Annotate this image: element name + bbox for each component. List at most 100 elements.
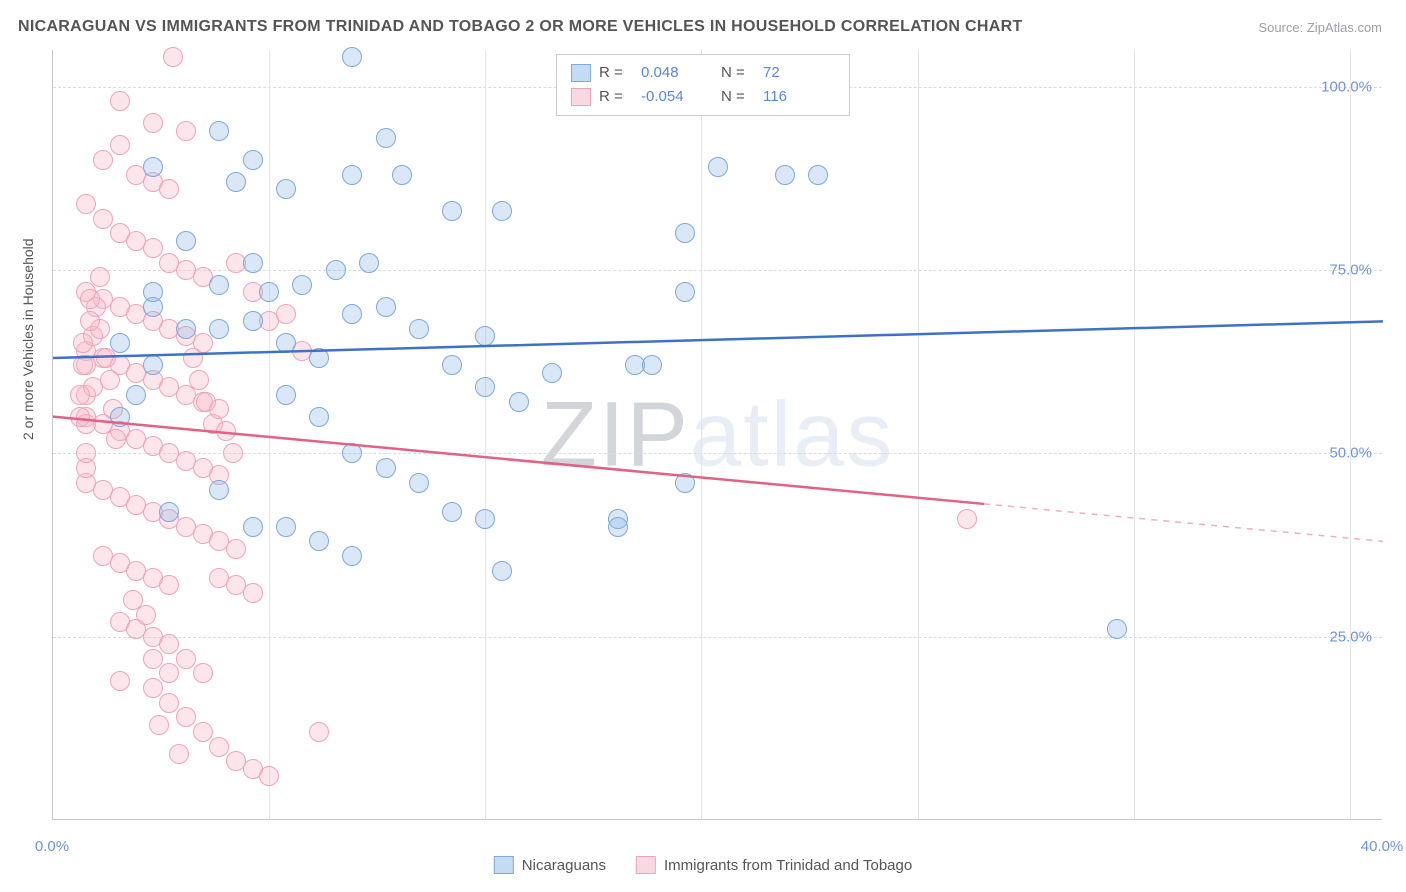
legend-row-pink: R = -0.054 N = 116 xyxy=(571,85,835,109)
scatter-point xyxy=(309,531,329,551)
swatch-blue-icon xyxy=(494,856,514,874)
scatter-point xyxy=(159,502,179,522)
n-label: N = xyxy=(721,85,755,109)
scatter-point xyxy=(359,253,379,273)
scatter-point xyxy=(73,333,93,353)
legend-stats-box: R = 0.048 N = 72 R = -0.054 N = 116 xyxy=(556,54,850,116)
scatter-point xyxy=(90,267,110,287)
scatter-point xyxy=(80,289,100,309)
n-label: N = xyxy=(721,61,755,85)
scatter-point xyxy=(126,385,146,405)
scatter-point xyxy=(342,165,362,185)
scatter-point xyxy=(392,165,412,185)
scatter-point xyxy=(143,238,163,258)
scatter-point xyxy=(226,172,246,192)
legend-item-trinidad: Immigrants from Trinidad and Tobago xyxy=(636,856,912,874)
scatter-point xyxy=(292,275,312,295)
scatter-point xyxy=(70,385,90,405)
scatter-point xyxy=(376,297,396,317)
plot-area: ZIPatlas 25.0%50.0%75.0%100.0% xyxy=(52,50,1382,820)
scatter-point xyxy=(73,355,93,375)
x-tick-label: 40.0% xyxy=(1361,838,1404,855)
scatter-point xyxy=(608,517,628,537)
scatter-point xyxy=(243,150,263,170)
gridline-vertical xyxy=(918,50,919,819)
scatter-point xyxy=(123,590,143,610)
legend-bottom: Nicaraguans Immigrants from Trinidad and… xyxy=(494,856,912,874)
scatter-point xyxy=(442,355,462,375)
scatter-point xyxy=(243,517,263,537)
scatter-point xyxy=(276,304,296,324)
scatter-point xyxy=(642,355,662,375)
scatter-point xyxy=(143,113,163,133)
swatch-pink-icon xyxy=(636,856,656,874)
watermark-suffix: atlas xyxy=(690,383,894,485)
scatter-point xyxy=(176,121,196,141)
scatter-point xyxy=(70,407,90,427)
scatter-point xyxy=(708,157,728,177)
scatter-point xyxy=(1107,619,1127,639)
scatter-point xyxy=(106,429,126,449)
scatter-point xyxy=(309,407,329,427)
scatter-point xyxy=(342,443,362,463)
scatter-point xyxy=(159,179,179,199)
watermark: ZIPatlas xyxy=(541,382,894,487)
scatter-point xyxy=(675,223,695,243)
x-tick-label: 0.0% xyxy=(35,838,69,855)
scatter-point xyxy=(376,128,396,148)
scatter-point xyxy=(276,333,296,353)
scatter-point xyxy=(808,165,828,185)
scatter-point xyxy=(196,392,216,412)
scatter-point xyxy=(309,348,329,368)
scatter-point xyxy=(159,693,179,713)
scatter-point xyxy=(176,231,196,251)
scatter-point xyxy=(209,275,229,295)
n-value: 116 xyxy=(763,85,835,109)
scatter-point xyxy=(100,370,120,390)
scatter-point xyxy=(442,502,462,522)
scatter-point xyxy=(475,509,495,529)
scatter-point xyxy=(149,715,169,735)
scatter-point xyxy=(309,722,329,742)
scatter-point xyxy=(675,473,695,493)
scatter-point xyxy=(342,47,362,67)
scatter-point xyxy=(159,663,179,683)
scatter-point xyxy=(775,165,795,185)
y-axis-label: 2 or more Vehicles in Household xyxy=(20,238,36,440)
scatter-point xyxy=(209,319,229,339)
scatter-point xyxy=(276,517,296,537)
y-tick-label: 100.0% xyxy=(1321,78,1372,95)
scatter-point xyxy=(542,363,562,383)
scatter-point xyxy=(163,47,183,67)
scatter-point xyxy=(80,311,100,331)
scatter-point xyxy=(143,157,163,177)
swatch-blue-icon xyxy=(571,64,591,82)
r-value: 0.048 xyxy=(641,61,713,85)
scatter-point xyxy=(76,458,96,478)
gridline-horizontal xyxy=(53,453,1382,454)
scatter-point xyxy=(110,91,130,111)
scatter-point xyxy=(193,663,213,683)
scatter-point xyxy=(376,458,396,478)
scatter-point xyxy=(509,392,529,412)
chart-source: Source: ZipAtlas.com xyxy=(1258,20,1382,35)
scatter-point xyxy=(475,377,495,397)
scatter-point xyxy=(159,575,179,595)
scatter-point xyxy=(143,678,163,698)
scatter-point xyxy=(226,539,246,559)
gridline-vertical xyxy=(1134,50,1135,819)
scatter-point xyxy=(276,179,296,199)
chart-title: NICARAGUAN VS IMMIGRANTS FROM TRINIDAD A… xyxy=(18,18,1023,36)
swatch-pink-icon xyxy=(571,88,591,106)
scatter-point xyxy=(675,282,695,302)
scatter-point xyxy=(492,201,512,221)
scatter-point xyxy=(342,304,362,324)
scatter-point xyxy=(342,546,362,566)
trendline-pink-dashed xyxy=(984,504,1383,541)
scatter-point xyxy=(189,370,209,390)
scatter-point xyxy=(243,583,263,603)
scatter-point xyxy=(209,121,229,141)
scatter-point xyxy=(143,355,163,375)
scatter-point xyxy=(183,348,203,368)
legend-item-nicaraguans: Nicaraguans xyxy=(494,856,606,874)
